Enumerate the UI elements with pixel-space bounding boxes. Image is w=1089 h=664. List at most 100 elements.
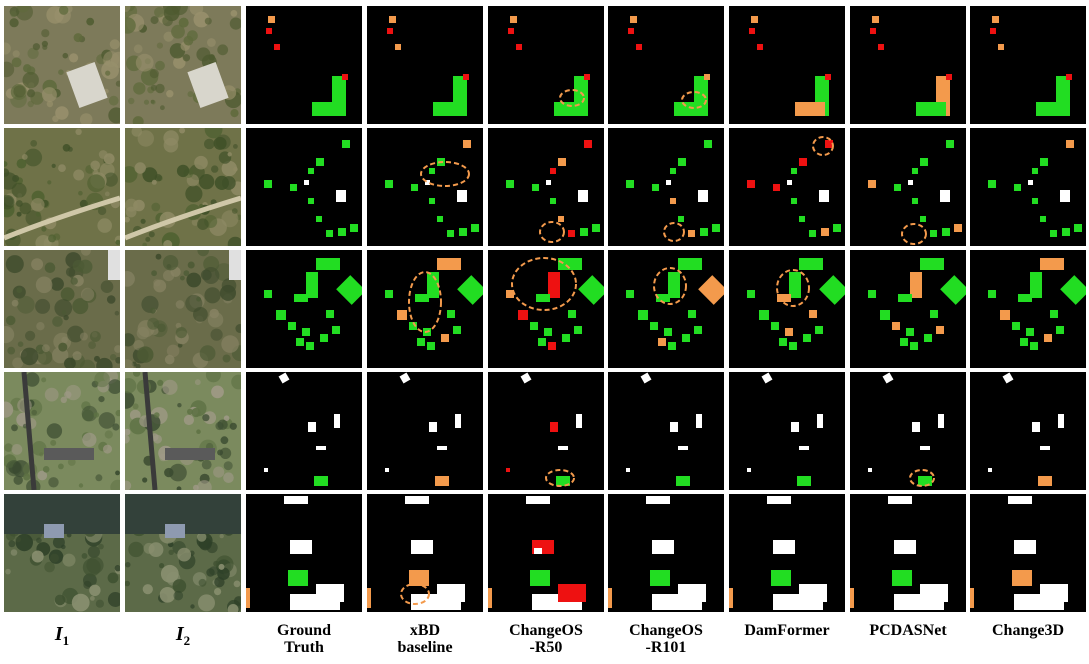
- building-mask: [429, 168, 435, 174]
- highlight-ellipse: [545, 469, 575, 487]
- building-mask: [316, 216, 322, 222]
- building-mask: [437, 446, 447, 450]
- building-mask: [640, 372, 652, 384]
- building-mask: [488, 588, 492, 608]
- building-mask: [1036, 102, 1066, 116]
- column-label-main: I: [175, 623, 184, 645]
- damage-mask: [367, 372, 483, 490]
- damage-mask: [850, 128, 966, 246]
- building-mask: [970, 588, 974, 608]
- damage-mask: [608, 6, 724, 124]
- building-mask: [1012, 322, 1020, 330]
- satellite-image: [125, 128, 241, 246]
- building-mask: [630, 16, 637, 23]
- building-mask: [878, 44, 884, 50]
- building-mask: [1074, 224, 1082, 232]
- building-mask: [789, 342, 797, 350]
- building-mask: [882, 372, 894, 384]
- building-mask: [568, 230, 575, 237]
- building-mask: [809, 230, 816, 237]
- building-mask: [558, 584, 586, 602]
- damage-mask: [488, 372, 604, 490]
- building-mask: [988, 468, 992, 472]
- building-mask: [316, 584, 344, 602]
- building-mask: [562, 334, 570, 342]
- highlight-ellipse: [776, 269, 810, 307]
- building-mask: [771, 322, 779, 330]
- highlight-ellipse: [663, 222, 685, 242]
- damage-mask: [608, 494, 724, 612]
- column-label: Change3D: [991, 622, 1064, 639]
- building-mask: [276, 310, 286, 320]
- building-mask: [880, 310, 890, 320]
- building-mask: [1060, 190, 1070, 202]
- building-mask: [576, 414, 582, 428]
- damage-mask: [970, 128, 1086, 246]
- building-mask: [1026, 328, 1034, 336]
- building-mask: [385, 290, 393, 298]
- building-mask: [312, 102, 342, 116]
- building-mask: [284, 496, 308, 504]
- building-mask: [336, 275, 362, 305]
- building-mask: [1056, 326, 1064, 334]
- damage-mask: [246, 494, 362, 612]
- building-mask: [797, 476, 811, 486]
- damage-mask: [970, 372, 1086, 490]
- building-mask: [992, 16, 999, 23]
- building-mask: [900, 338, 908, 346]
- building-mask: [296, 338, 304, 346]
- building-mask: [825, 74, 831, 80]
- building-mask: [1044, 334, 1052, 342]
- building-mask: [1028, 180, 1033, 185]
- building-mask: [920, 258, 944, 270]
- damage-mask: [488, 494, 604, 612]
- building-mask: [526, 496, 550, 504]
- building-mask: [338, 228, 346, 236]
- building-mask: [819, 275, 845, 305]
- building-mask: [558, 258, 582, 270]
- building-mask: [626, 290, 634, 298]
- building-mask: [532, 184, 539, 191]
- damage-mask: [850, 494, 966, 612]
- building-mask: [510, 16, 517, 23]
- building-mask: [761, 372, 773, 384]
- building-mask: [799, 158, 807, 166]
- building-mask: [815, 326, 823, 334]
- building-mask: [574, 326, 582, 334]
- building-mask: [1018, 294, 1032, 302]
- building-mask: [1040, 216, 1046, 222]
- building-mask: [558, 216, 564, 222]
- building-mask: [799, 584, 827, 602]
- building-mask: [546, 180, 551, 185]
- damage-mask: [970, 6, 1086, 124]
- highlight-ellipse: [400, 583, 430, 605]
- column-label: I1: [4, 624, 120, 649]
- building-mask: [674, 102, 704, 116]
- building-mask: [584, 74, 590, 80]
- building-mask: [415, 294, 429, 302]
- building-mask: [308, 168, 314, 174]
- building-mask: [1066, 140, 1074, 148]
- highlight-ellipse: [653, 267, 687, 305]
- building-mask: [799, 446, 809, 450]
- building-mask: [870, 28, 876, 34]
- building-mask: [385, 180, 393, 188]
- building-mask: [584, 140, 592, 148]
- building-mask: [1030, 342, 1038, 350]
- damage-mask: [488, 128, 604, 246]
- building-mask: [688, 310, 696, 318]
- satellite-image: [4, 494, 120, 612]
- building-mask: [592, 224, 600, 232]
- damage-mask: [729, 6, 845, 124]
- building-mask: [946, 140, 954, 148]
- building-mask: [868, 468, 872, 472]
- building-mask: [516, 44, 522, 50]
- building-mask: [910, 342, 918, 350]
- building-mask: [920, 446, 930, 450]
- building-mask: [688, 230, 695, 237]
- building-mask: [664, 328, 672, 336]
- building-mask: [910, 272, 922, 298]
- building-mask: [1040, 446, 1050, 450]
- highlight-ellipse: [539, 221, 565, 243]
- building-mask: [626, 468, 630, 472]
